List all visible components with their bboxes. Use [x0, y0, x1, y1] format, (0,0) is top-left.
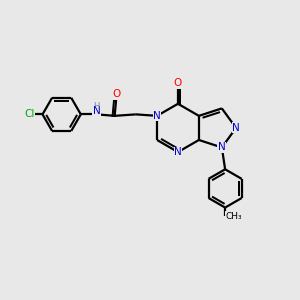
Text: O: O — [112, 89, 120, 99]
Text: N: N — [153, 111, 161, 121]
Text: N: N — [92, 106, 100, 116]
Text: N: N — [174, 147, 182, 157]
Text: H: H — [93, 102, 100, 111]
Text: N: N — [218, 142, 226, 152]
Text: CH₃: CH₃ — [226, 212, 242, 221]
Text: O: O — [174, 78, 182, 88]
Text: Cl: Cl — [24, 110, 35, 119]
Text: N: N — [232, 123, 240, 133]
